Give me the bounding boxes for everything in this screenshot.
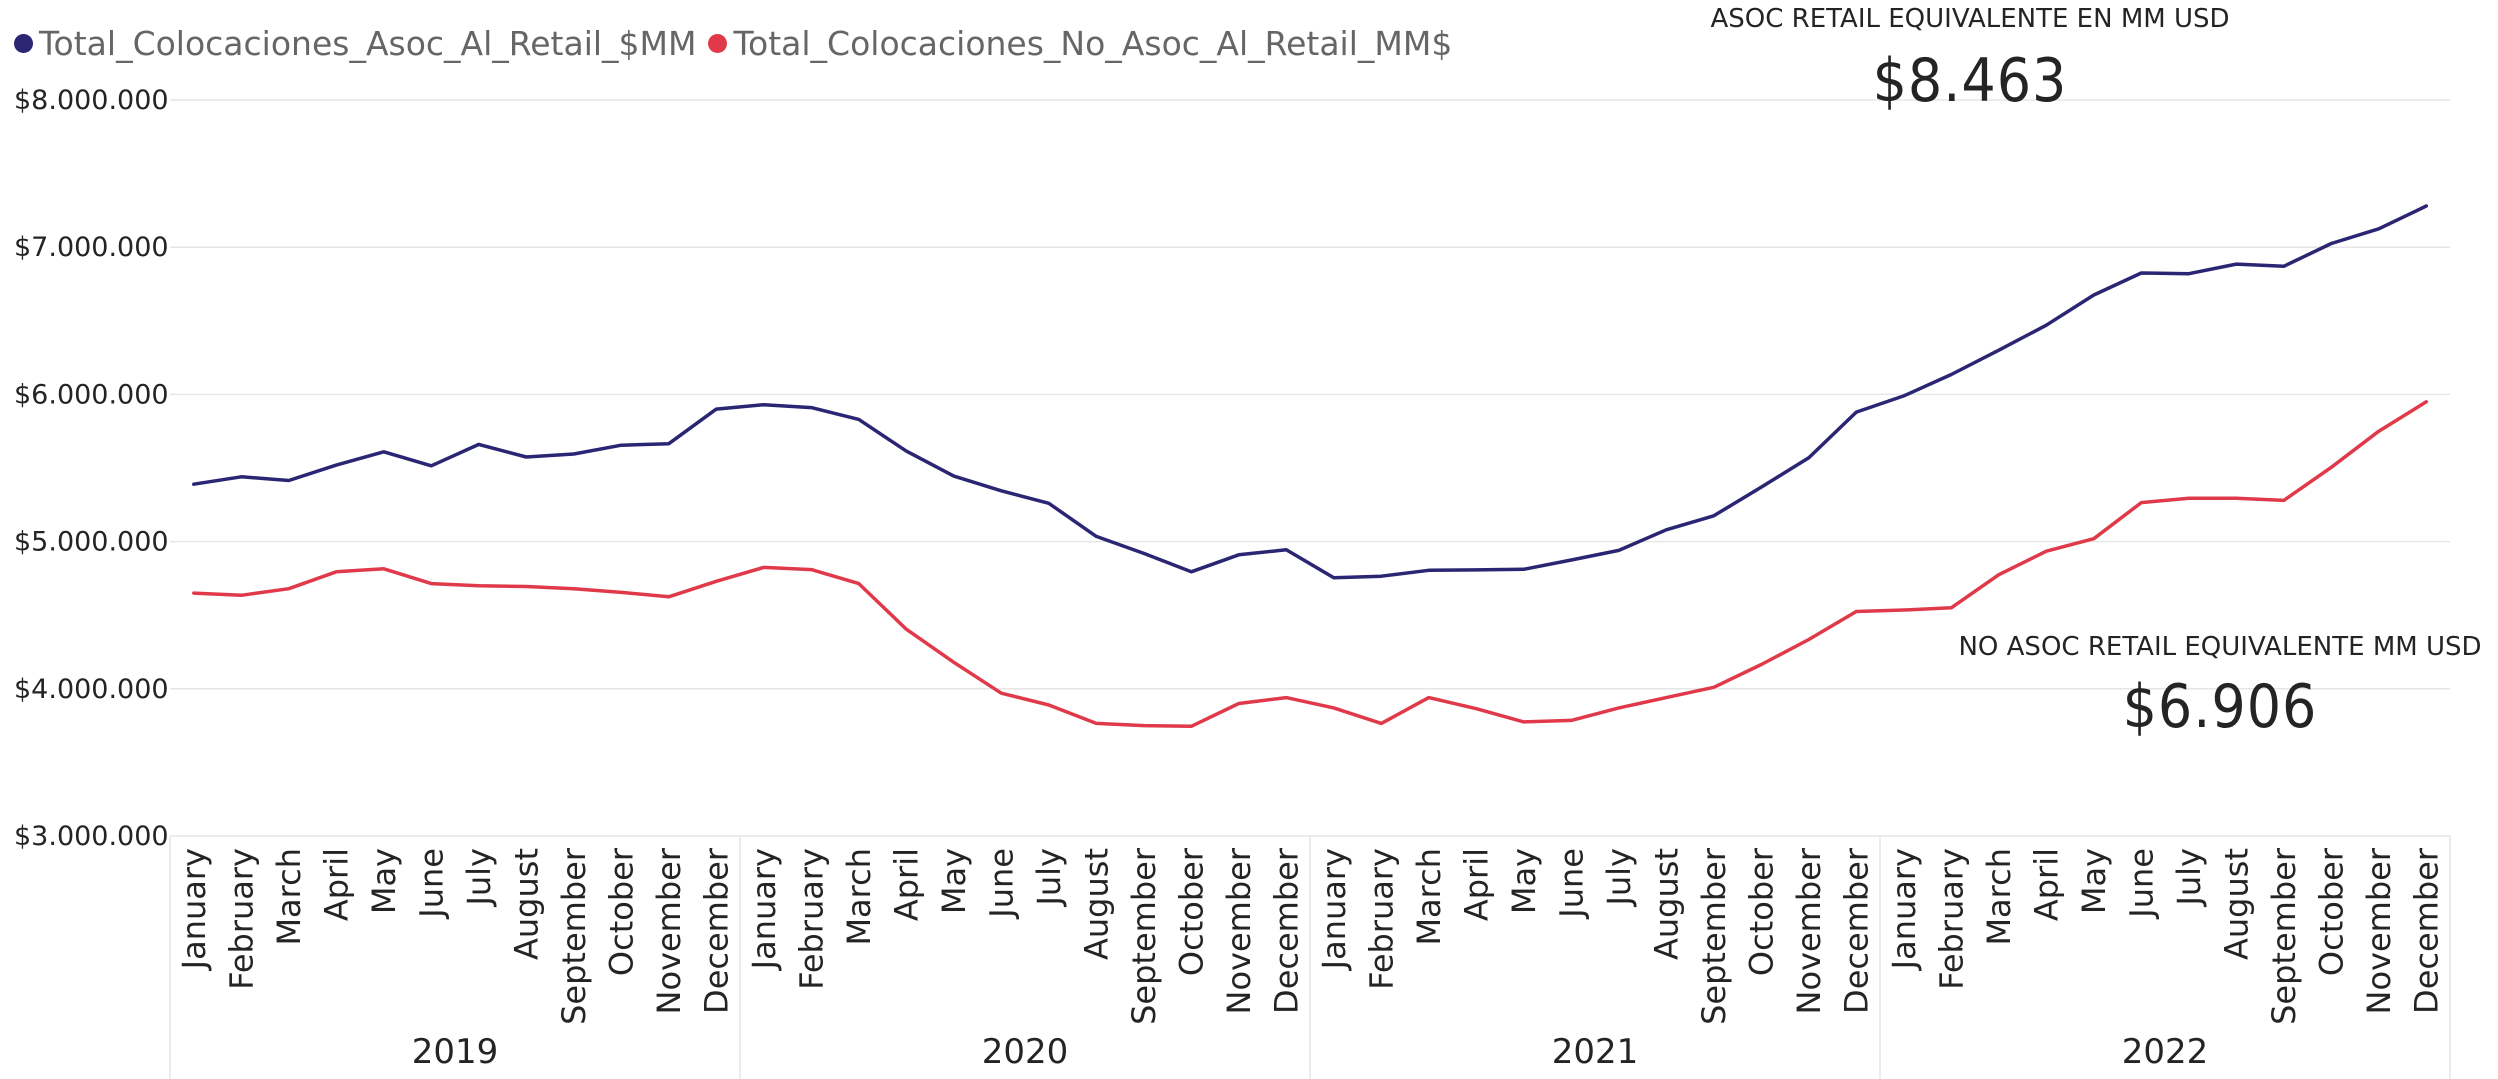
x-tick-label-month: September bbox=[1125, 847, 1163, 1025]
x-tick-label-month: October bbox=[2312, 847, 2350, 976]
legend-marker-no-asoc bbox=[708, 34, 728, 53]
series-line-asoc[interactable] bbox=[192, 204, 2429, 580]
legend-item-no-asoc[interactable]: Total_Colocaciones_No_Asoc_Al_Retail_MM$ bbox=[708, 24, 1452, 63]
x-tick-label-month: July bbox=[1030, 848, 1068, 908]
x-tick-label-month: March bbox=[270, 848, 308, 946]
y-tick-label: $8.000.000 bbox=[14, 85, 169, 116]
gridlines bbox=[169, 99, 2451, 1079]
card-asoc-retail: ASOC RETAIL EQUIVALENTE EN MM USD $8.463 bbox=[1690, 4, 2250, 116]
x-tick-label-month: January bbox=[175, 848, 213, 971]
y-tick-label: $5.000.000 bbox=[14, 527, 169, 558]
card-no-asoc-retail: NO ASOC RETAIL EQUIVALENTE MM USD $6.906 bbox=[1940, 632, 2498, 742]
x-tick-label-month: September bbox=[2265, 847, 2303, 1025]
legend-label-asoc: Total_Colocaciones_Asoc_Al_Retail_$MM bbox=[39, 24, 697, 63]
legend-marker-asoc bbox=[14, 34, 33, 53]
x-tick-label-year: 2022 bbox=[2122, 1032, 2209, 1072]
x-tick-label-month: July bbox=[2170, 848, 2208, 908]
x-tick-label-month: April bbox=[887, 848, 925, 921]
x-tick-label-month: August bbox=[1647, 848, 1685, 960]
x-tick-label-month: October bbox=[1742, 847, 1780, 976]
x-tick-label-month: January bbox=[1315, 848, 1353, 971]
x-tick-label-month: June bbox=[412, 848, 450, 920]
x-tick-label-month: December bbox=[2407, 847, 2445, 1014]
x-tick-label-month: February bbox=[1362, 848, 1400, 990]
x-tick-label-month: October bbox=[602, 847, 640, 976]
x-tick-label-month: November bbox=[1220, 847, 1258, 1014]
series-lines bbox=[192, 204, 2429, 729]
card-asoc-label: ASOC RETAIL EQUIVALENTE EN MM USD bbox=[1710, 4, 2230, 34]
y-tick-label: $6.000.000 bbox=[14, 379, 169, 410]
y-tick-label: $3.000.000 bbox=[14, 821, 169, 852]
x-tick-label-month: April bbox=[2027, 848, 2065, 921]
x-tick-label-month: November bbox=[1790, 847, 1828, 1014]
x-tick-label-month: September bbox=[555, 847, 593, 1025]
x-tick-label-month: April bbox=[1457, 848, 1495, 921]
x-tick-label-month: December bbox=[1267, 847, 1305, 1014]
y-tick-label: $4.000.000 bbox=[14, 674, 169, 705]
x-tick-label-month: June bbox=[982, 848, 1020, 920]
x-tick-label-month: May bbox=[2075, 848, 2113, 914]
x-tick-label-month: December bbox=[1837, 847, 1875, 1014]
x-tick-label-month: November bbox=[2360, 847, 2398, 1014]
x-tick-label-month: March bbox=[1410, 848, 1448, 946]
x-tick-label-month: October bbox=[1172, 847, 1210, 976]
series-line-no-asoc[interactable] bbox=[192, 400, 2429, 729]
card-asoc-value: $8.463 bbox=[1872, 46, 2068, 116]
x-tick-label-month: April bbox=[317, 848, 355, 921]
x-tick-label-month: July bbox=[1600, 848, 1638, 908]
card-no-asoc-value: $6.906 bbox=[2122, 672, 2318, 742]
x-tick-label-month: May bbox=[365, 848, 403, 914]
x-tick-label-month: March bbox=[840, 848, 878, 946]
card-no-asoc-label: NO ASOC RETAIL EQUIVALENTE MM USD bbox=[1958, 632, 2482, 662]
legend-label-no-asoc: Total_Colocaciones_No_Asoc_Al_Retail_MM$ bbox=[733, 24, 1453, 63]
x-tick-label-month: August bbox=[2217, 848, 2255, 960]
x-tick-label-month: June bbox=[1552, 848, 1590, 920]
x-tick-label-year: 2021 bbox=[1552, 1032, 1639, 1072]
x-tick-label-month: March bbox=[1980, 848, 2018, 946]
x-tick-label-month: December bbox=[697, 847, 735, 1014]
x-tick-label-month: January bbox=[1885, 848, 1923, 971]
axes: $3.000.000 $4.000.000 $5.000.000 $6.000.000… bbox=[14, 85, 2445, 1072]
x-tick-label-month: May bbox=[935, 848, 973, 914]
x-tick-label-month: September bbox=[1695, 847, 1733, 1025]
legend-item-asoc[interactable]: Total_Colocaciones_Asoc_Al_Retail_$MM bbox=[14, 24, 696, 63]
x-tick-label-month: February bbox=[222, 848, 260, 990]
chart-legend: Total_Colocaciones_Asoc_Al_Retail_$MM To… bbox=[14, 24, 1464, 63]
x-tick-label-month: June bbox=[2122, 848, 2160, 920]
x-tick-label-year: 2020 bbox=[982, 1032, 1069, 1072]
x-tick-label-month: May bbox=[1505, 848, 1543, 914]
y-tick-label: $7.000.000 bbox=[14, 232, 169, 263]
x-tick-label-month: February bbox=[792, 848, 830, 990]
x-tick-label-month: February bbox=[1932, 848, 1970, 990]
x-tick-label-month: November bbox=[650, 847, 688, 1014]
x-tick-label-month: January bbox=[745, 848, 783, 971]
x-tick-label-year: 2019 bbox=[412, 1032, 499, 1072]
x-tick-label-month: August bbox=[507, 848, 545, 960]
x-tick-label-month: July bbox=[460, 848, 498, 908]
x-tick-label-month: August bbox=[1077, 848, 1115, 960]
